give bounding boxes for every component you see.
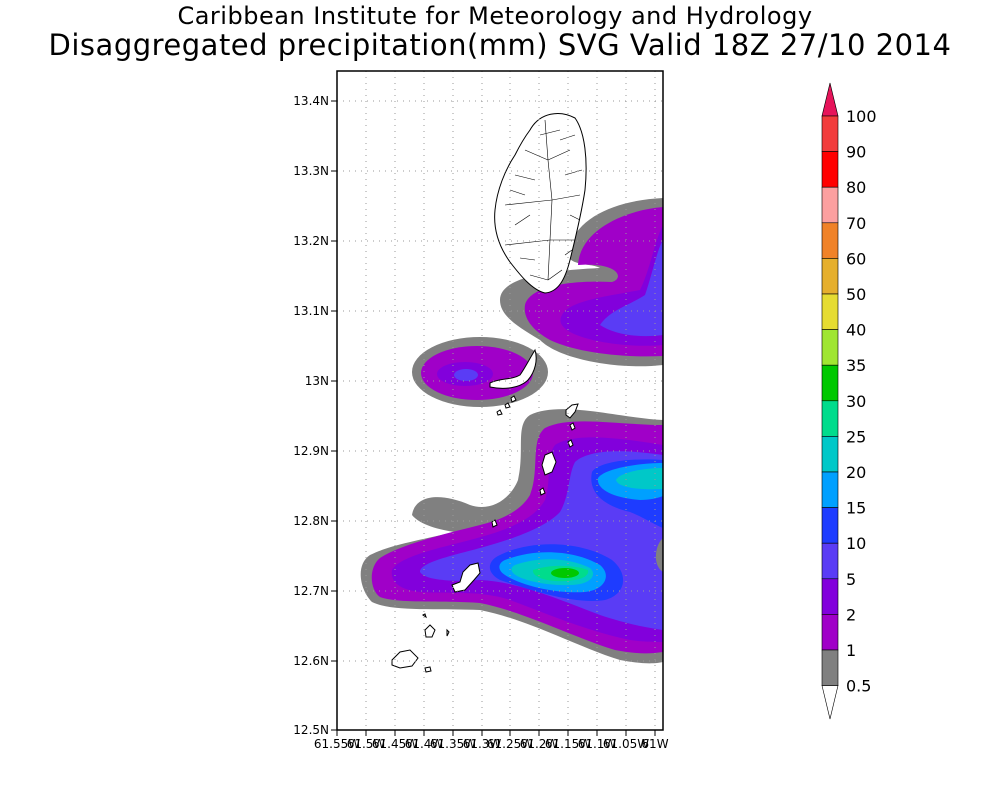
lat-tick-marks — [331, 100, 337, 731]
lat-label: 13.4N — [293, 94, 329, 108]
colorbar-label: 30 — [846, 392, 866, 411]
colorbar-segment — [821, 293, 839, 330]
lon-label: 61.25W — [487, 737, 533, 751]
colorbar-label: 25 — [846, 427, 866, 446]
lon-labels: 61.55W 61.5W 61.45W 61.4W 61.35W 61.3W 6… — [314, 737, 669, 751]
lon-label: 61W — [641, 737, 668, 751]
lon-tick-marks — [336, 730, 656, 736]
map-subtitle: Disaggregated precipitation(mm) SVG Vali… — [48, 28, 952, 62]
lat-label: 12.6N — [293, 654, 329, 668]
island-union — [451, 562, 481, 593]
colorbar-segment — [821, 186, 839, 224]
lat-label: 13N — [305, 374, 329, 388]
colorbar-label: 70 — [846, 214, 866, 233]
map-frame — [336, 70, 664, 731]
st-vincent-watersheds — [504, 119, 583, 281]
colorbar-label: 1 — [846, 641, 856, 660]
lat-label: 12.7N — [293, 584, 329, 598]
colorbar-segment — [821, 329, 839, 366]
colorbar-label: 90 — [846, 143, 866, 162]
colorbar-segment — [821, 151, 839, 188]
lon-label: 61.2W — [520, 737, 559, 751]
lon-label: 61.55W — [314, 737, 360, 751]
colorbar — [821, 82, 839, 720]
lon-label: 61.35W — [430, 737, 476, 751]
colorbar-label: 20 — [846, 463, 866, 482]
rain-band-south — [360, 409, 663, 664]
colorbar-label: 15 — [846, 499, 866, 518]
lat-label: 13.2N — [293, 234, 329, 248]
lon-label: 61.45W — [372, 737, 418, 751]
lon-label: 61.1W — [578, 737, 617, 751]
colorbar-label: 5 — [846, 570, 856, 589]
colorbar-label: 80 — [846, 178, 866, 197]
lon-label: 61.4W — [405, 737, 444, 751]
island-canouan — [541, 451, 557, 476]
colorbar-label: 2 — [846, 605, 856, 624]
lat-labels: 13.4N 13.3N 13.2N 13.1N 13N 12.9N 12.8N … — [293, 94, 329, 737]
colorbar-segment — [821, 542, 839, 580]
lon-label: 61.05W — [603, 737, 649, 751]
lon-label: 61.5W — [347, 737, 386, 751]
colorbar-segment — [821, 400, 839, 437]
lat-label: 12.9N — [293, 444, 329, 458]
colorbar-segment — [821, 364, 839, 402]
colorbar-label: 0.5 — [846, 677, 871, 696]
lat-label: 13.1N — [293, 304, 329, 318]
colorbar-segment — [821, 471, 839, 508]
colorbar-segment — [821, 578, 839, 615]
colorbar-segment — [821, 115, 839, 152]
map-title: Caribbean Institute for Meteorology and … — [177, 2, 813, 30]
rain-band-north — [500, 198, 663, 367]
colorbar-segment — [821, 436, 839, 473]
lon-label: 61.15W — [545, 737, 591, 751]
colorbar-labels: 100 90 80 70 60 50 40 35 30 25 20 15 10 … — [846, 107, 877, 696]
colorbar-label: 10 — [846, 534, 866, 553]
map-grid — [337, 71, 663, 730]
colorbar-label: 35 — [846, 356, 866, 375]
colorbar-segment — [821, 258, 839, 295]
colorbar-arrow-bottom — [821, 685, 839, 720]
colorbar-segment — [821, 222, 839, 259]
colorbar-segment — [821, 614, 839, 651]
colorbar-segment — [821, 507, 839, 544]
lat-label: 13.3N — [293, 164, 329, 178]
colorbar-segment — [821, 649, 839, 686]
colorbar-label: 50 — [846, 285, 866, 304]
island-bequia — [489, 348, 537, 389]
lat-label: 12.5N — [293, 723, 329, 737]
island-outlines — [391, 113, 587, 673]
colorbar-arrow-top — [821, 82, 839, 117]
lon-label: 61.3W — [463, 737, 502, 751]
island-st-vincent — [494, 113, 587, 294]
lat-label: 12.8N — [293, 514, 329, 528]
colorbar-label: 100 — [846, 107, 877, 126]
island-carriacou — [391, 649, 419, 669]
precipitation-field — [360, 198, 663, 664]
colorbar-label: 40 — [846, 321, 866, 340]
colorbar-label: 60 — [846, 249, 866, 268]
